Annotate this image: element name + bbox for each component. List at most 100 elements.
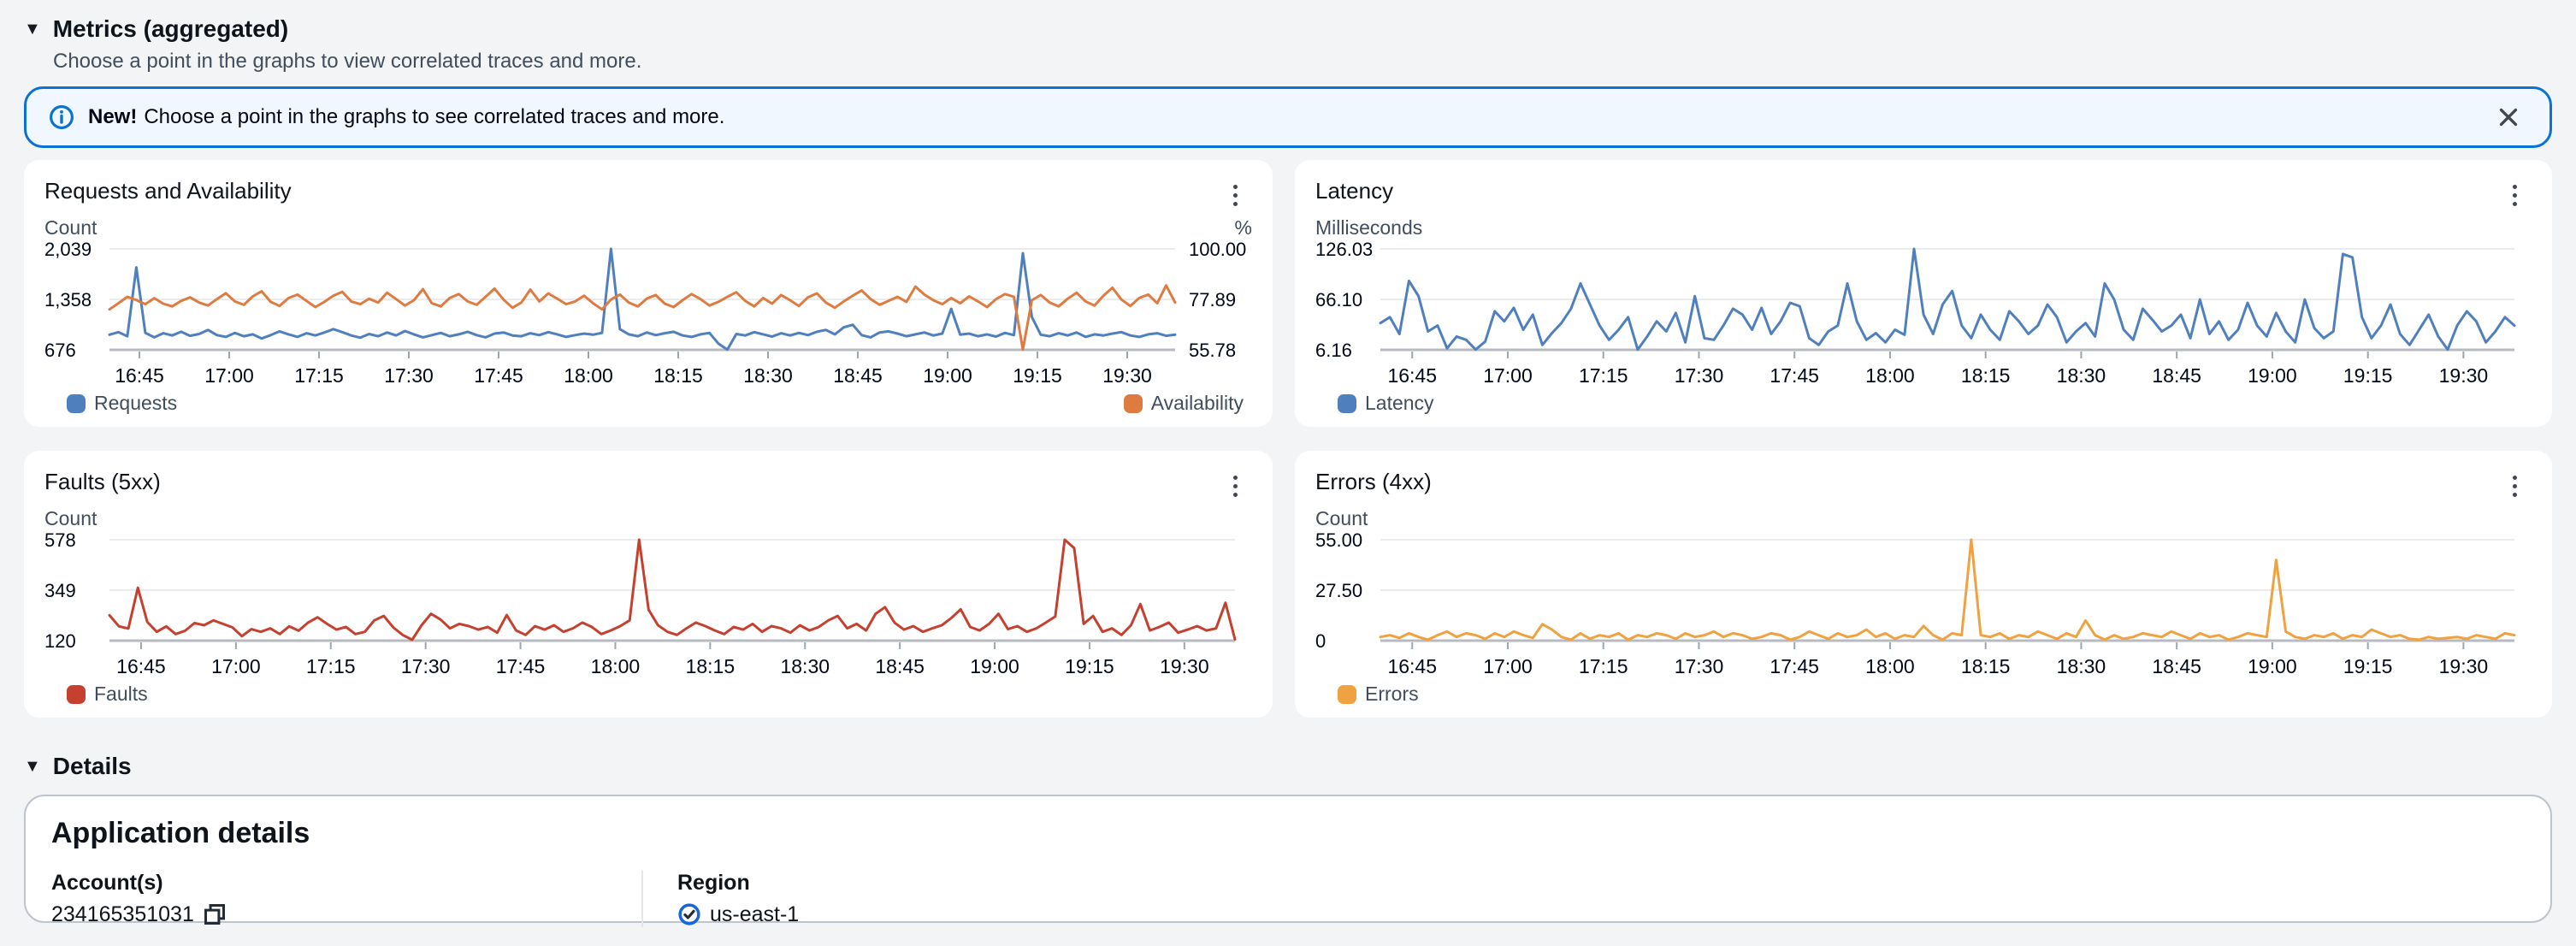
details-section-toggle[interactable]: ▼ Details: [24, 752, 2552, 781]
svg-text:17:30: 17:30: [384, 364, 434, 387]
svg-text:18:15: 18:15: [686, 655, 736, 677]
svg-text:17:45: 17:45: [496, 655, 546, 677]
svg-text:16:45: 16:45: [1387, 364, 1437, 387]
chart-plot[interactable]: 6.16 66.10 126.03 16:45 17:00 17:15 17:30 17:45…: [1315, 240, 2532, 387]
svg-text:77.89: 77.89: [1189, 289, 1236, 310]
kebab-menu-icon[interactable]: [2497, 177, 2532, 215]
chart-plot[interactable]: 120 349 578 16:45 17:00 17:15 17:30 17:45 18:00 1…: [44, 531, 1252, 678]
svg-text:18:30: 18:30: [2057, 364, 2106, 387]
region-field: Region us-east-1: [677, 871, 799, 927]
field-divider: [641, 870, 643, 927]
svg-text:19:30: 19:30: [1160, 655, 1209, 677]
svg-text:17:30: 17:30: [1675, 364, 1724, 387]
svg-text:18:45: 18:45: [2152, 655, 2201, 677]
svg-text:19:30: 19:30: [2439, 364, 2489, 387]
svg-text:17:15: 17:15: [1579, 364, 1628, 387]
kebab-menu-icon[interactable]: [1218, 177, 1252, 215]
accounts-value: 234165351031: [51, 902, 194, 926]
svg-text:18:15: 18:15: [1961, 364, 2011, 387]
svg-text:55.00: 55.00: [1315, 531, 1362, 551]
application-details-card: Application details Account(s) 234165351…: [24, 794, 2552, 927]
svg-text:66.10: 66.10: [1315, 289, 1362, 310]
svg-text:17:15: 17:15: [1579, 655, 1628, 677]
svg-text:17:15: 17:15: [294, 364, 344, 387]
svg-text:18:45: 18:45: [2152, 364, 2201, 387]
metrics-section-toggle[interactable]: ▼ Metrics (aggregated): [24, 14, 2552, 44]
info-icon: [49, 104, 74, 130]
chart-title: Requests and Availability: [44, 177, 292, 204]
svg-text:19:00: 19:00: [2248, 655, 2297, 677]
svg-text:17:45: 17:45: [474, 364, 523, 387]
svg-text:17:00: 17:00: [1483, 364, 1533, 387]
svg-text:100.00: 100.00: [1189, 240, 1246, 260]
svg-text:18:30: 18:30: [743, 364, 793, 387]
svg-text:349: 349: [44, 580, 76, 601]
y-axis-left-unit: Count: [1315, 506, 1368, 529]
svg-text:19:30: 19:30: [2439, 655, 2489, 677]
chart-card-errors: Errors (4xx) Count 0 27.50 55.00 16:45 17:00…: [1295, 450, 2552, 718]
legend-marker: [1123, 393, 1143, 413]
svg-text:19:15: 19:15: [2343, 364, 2393, 387]
metrics-section-subtitle: Choose a point in the graphs to view cor…: [53, 50, 642, 73]
info-banner: New! Choose a point in the graphs to see …: [24, 86, 2552, 148]
svg-text:27.50: 27.50: [1315, 580, 1362, 601]
chart-legend: Requests Availability: [44, 391, 1252, 417]
svg-text:2,039: 2,039: [44, 240, 92, 260]
legend-item-requests[interactable]: Requests: [67, 392, 177, 415]
y-axis-left-unit: Milliseconds: [1315, 216, 1423, 239]
accounts-label: Account(s): [51, 870, 163, 895]
legend-item-latency[interactable]: Latency: [1338, 392, 1434, 415]
copy-icon[interactable]: [203, 902, 227, 926]
metrics-section-title: Metrics (aggregated): [52, 15, 289, 42]
svg-text:17:00: 17:00: [1483, 655, 1533, 677]
accounts-field: Account(s) 234165351031: [51, 871, 641, 927]
svg-text:17:00: 17:00: [204, 364, 254, 387]
legend-marker: [67, 684, 86, 704]
svg-text:19:15: 19:15: [1065, 655, 1114, 677]
collapse-caret-icon: ▼: [24, 756, 41, 776]
chart-legend: Faults: [44, 682, 1252, 707]
svg-text:19:00: 19:00: [2248, 364, 2297, 387]
y-axis-left-unit: Count: [44, 506, 97, 529]
region-value: us-east-1: [710, 902, 800, 926]
chart-title: Latency: [1315, 177, 1394, 204]
banner-message: Choose a point in the graphs to see corr…: [144, 104, 725, 128]
kebab-menu-icon[interactable]: [1218, 468, 1252, 506]
svg-text:17:30: 17:30: [1675, 655, 1724, 677]
svg-text:18:00: 18:00: [1865, 655, 1915, 677]
chart-plot[interactable]: 676 1,358 2,039 55.78 77.89 100.00 16:45 17:00 1…: [44, 240, 1252, 387]
chart-plot[interactable]: 0 27.50 55.00 16:45 17:00 17:15 17:30 17:45 18:0…: [1315, 531, 2532, 678]
svg-text:17:15: 17:15: [306, 655, 356, 677]
svg-text:19:00: 19:00: [923, 364, 972, 387]
svg-text:18:30: 18:30: [780, 655, 830, 677]
legend-marker: [67, 393, 86, 413]
svg-text:17:45: 17:45: [1770, 655, 1819, 677]
collapse-caret-icon: ▼: [24, 20, 41, 38]
svg-text:126.03: 126.03: [1315, 240, 1373, 260]
svg-text:676: 676: [44, 340, 76, 361]
chart-legend: Errors: [1315, 682, 2532, 707]
svg-text:55.78: 55.78: [1189, 340, 1236, 361]
chart-card-faults: Faults (5xx) Count 120 349 578 16:45 17:00 17…: [24, 450, 1273, 718]
application-details-title: Application details: [51, 816, 310, 849]
svg-text:17:45: 17:45: [1770, 364, 1819, 387]
svg-text:1,358: 1,358: [44, 289, 92, 310]
legend-item-errors[interactable]: Errors: [1338, 683, 1419, 706]
chart-legend: Latency: [1315, 391, 2532, 417]
svg-text:578: 578: [44, 531, 76, 551]
svg-text:18:15: 18:15: [1961, 655, 2011, 677]
svg-text:18:15: 18:15: [653, 364, 703, 387]
legend-item-faults[interactable]: Faults: [67, 683, 148, 706]
svg-text:18:45: 18:45: [875, 655, 925, 677]
check-circle-icon: [677, 902, 701, 926]
svg-text:18:00: 18:00: [564, 364, 613, 387]
legend-marker: [1338, 684, 1356, 704]
svg-text:19:30: 19:30: [1102, 364, 1152, 387]
svg-text:16:45: 16:45: [115, 364, 164, 387]
svg-text:18:00: 18:00: [1865, 364, 1915, 387]
svg-text:19:15: 19:15: [2343, 655, 2393, 677]
svg-text:19:00: 19:00: [970, 655, 1019, 677]
kebab-menu-icon[interactable]: [2497, 468, 2532, 506]
close-icon[interactable]: [2490, 98, 2527, 136]
legend-item-availability[interactable]: Availability: [1123, 392, 1244, 415]
